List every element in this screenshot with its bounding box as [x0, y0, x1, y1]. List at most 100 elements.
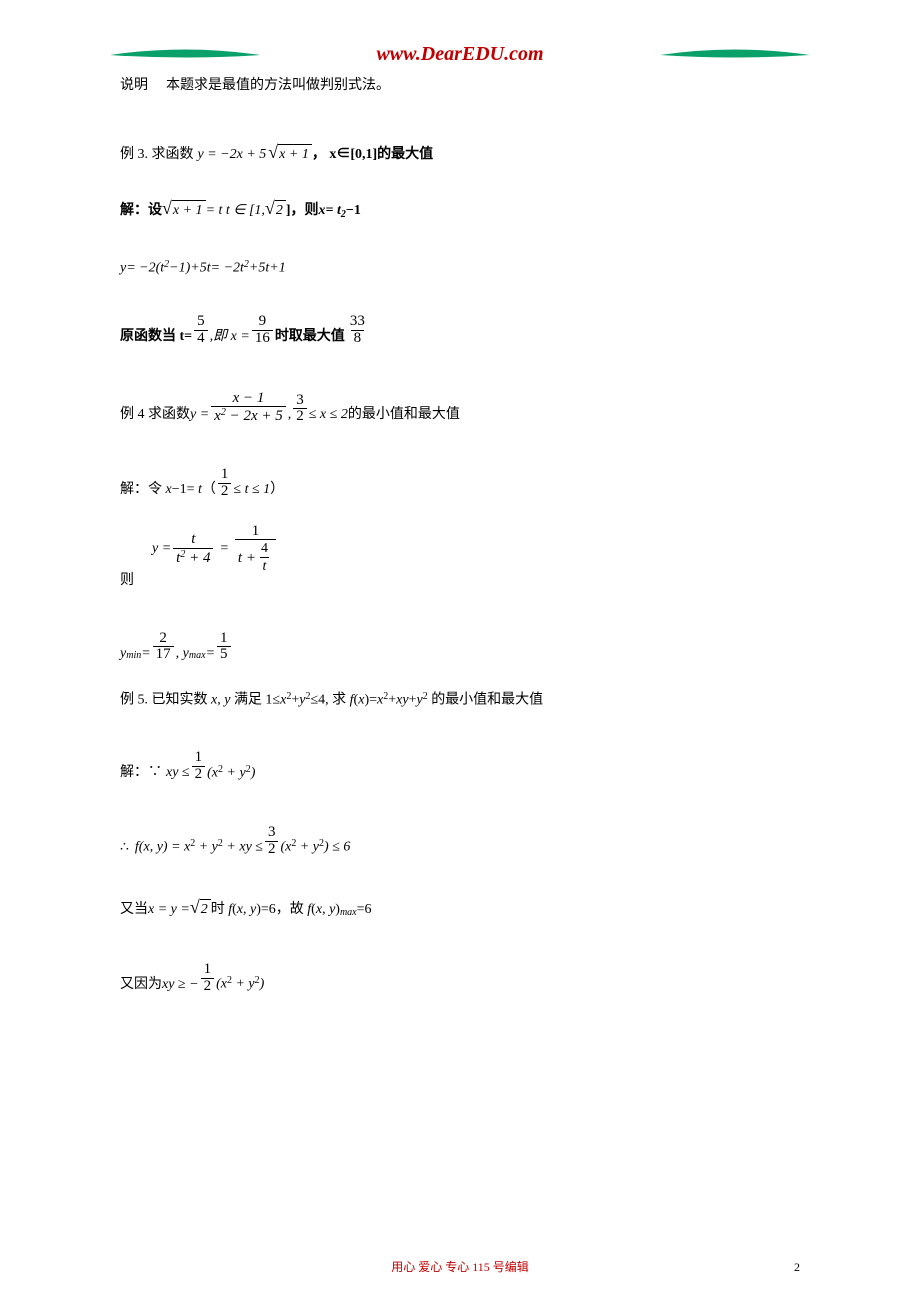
fraction: 1 2 — [192, 750, 206, 783]
banner-swoosh-right — [660, 46, 810, 62]
ex4-yeq: y = — [190, 405, 209, 425]
ex5-s3-pre: 又当 — [120, 900, 148, 920]
frac-den: 17 — [153, 646, 174, 663]
ex4-tail: 的最小值和最大值 — [348, 405, 460, 425]
fraction: t t2 + 4 — [173, 532, 213, 567]
ex4-sol-label: 解：令 x−1= t（ — [120, 480, 216, 500]
ex5-s2-rhs: (x2 + y2) ≤ 6 — [280, 836, 350, 857]
ex3-sqrt-arg: x + 1 — [278, 144, 312, 165]
page-number: 2 — [794, 1259, 800, 1276]
example4-substitution: 解：令 x−1= t（ 1 2 ≤ t ≤ 1 ） — [120, 467, 800, 500]
ex3-sqrt2: x + 1 — [172, 200, 206, 221]
sqrt-arg: 2 — [200, 899, 211, 920]
banner-swoosh-left — [110, 46, 260, 62]
ex5-s3-mid: 时 f(x, y)=6，故 f(x, y) — [211, 900, 340, 920]
comma: , y — [176, 644, 189, 664]
ex5-s1-rhs: (x2 + y2) — [207, 762, 255, 783]
fraction: 9 16 — [252, 314, 273, 347]
example5-step2: ∴ f(x, y) = x2 + y2 + xy ≤ 3 2 (x2 + y2)… — [120, 825, 800, 858]
frac-den: 2 — [201, 978, 215, 995]
frac-den: 2 — [218, 483, 232, 500]
frac-num: 1 — [249, 524, 263, 540]
ex5-s2-lhs: f(x, y) = x2 + y2 + xy ≤ — [135, 836, 263, 857]
frac-num: 1 — [192, 750, 206, 766]
frac-den: 2 — [192, 766, 206, 783]
fraction: 5 4 — [194, 314, 208, 347]
example5-step1: 解：∵ xy ≤ 1 2 (x2 + y2) — [120, 750, 800, 783]
ex4-sol-close: ） — [270, 480, 284, 500]
fraction: 1 2 — [218, 467, 232, 500]
ex5-s4-rhs: (x2 + y2) — [216, 973, 264, 994]
fraction: x − 1 x2 − 2x + 5 — [211, 391, 286, 426]
frac-den: x2 − 2x + 5 — [211, 406, 286, 425]
sqrt-icon: √x + 1 — [162, 200, 206, 221]
example3-result: 原函数当 t= 5 4 ,即 x = 9 16 时取最大值 33 8 — [120, 314, 800, 347]
example4-transform: 则 y = t t2 + 4 = 1 t + 4 t — [120, 540, 800, 591]
sqrt-icon: √2 — [190, 899, 211, 920]
frac-num: 33 — [347, 314, 368, 330]
ex3-sol-label: 解：设 — [120, 201, 162, 221]
sub-max: max — [340, 906, 357, 920]
frac-num: 1 — [201, 962, 215, 978]
example5-step4: 又因为 xy ≥ − 1 2 (x2 + y2) — [120, 962, 800, 995]
ex3-yeq: y = −2x + 5 — [198, 145, 267, 165]
note-text: 本题求是最值的方法叫做判别式法。 — [166, 76, 390, 96]
fraction: 33 8 — [347, 314, 368, 347]
fraction: 3 2 — [265, 825, 279, 858]
ex5-text: 例 5. 已知实数 x, y 满足 1≤x2+y2≤4, 求 f(x)=x2+x… — [120, 689, 543, 710]
ex3-cond: ， x∈[0,1]的最大值 — [312, 145, 433, 165]
example5-statement: 例 5. 已知实数 x, y 满足 1≤x2+y2≤4, 求 f(x)=x2+x… — [120, 689, 800, 710]
ex4-cond: ≤ x ≤ 2 — [309, 405, 348, 425]
footer-text: 用心 爱心 专心 115 号编辑 — [0, 1259, 920, 1276]
frac-den: 2 — [293, 408, 307, 425]
ex4-y-yeq: y = — [152, 539, 171, 559]
ex5-s1-lhs: xy ≤ — [166, 763, 190, 783]
example4-result: ymin = 2 17 , ymax = 1 5 — [120, 631, 800, 664]
frac-den: 5 — [217, 646, 231, 663]
nested-fraction: 1 t + 4 t — [235, 524, 276, 575]
ex4-y-pre: 则 — [120, 571, 134, 591]
fraction: 1 2 — [201, 962, 215, 995]
eq2: = — [206, 644, 215, 664]
sqrt-icon: √x + 1 — [268, 144, 312, 165]
frac-den: 8 — [351, 330, 365, 347]
frac-num: 2 — [156, 631, 170, 647]
example3-expansion: y= −2(t2−1)+5t= −2t2+5t+1 — [120, 257, 800, 278]
frac-num: 1 — [218, 467, 232, 483]
ex5-s3-xy: x = y = — [148, 900, 190, 920]
frac-den: t + 4 t — [235, 539, 276, 574]
frac-num: 1 — [217, 631, 231, 647]
note-label: 说明 — [120, 76, 148, 96]
ex3-close: ]，则 — [286, 201, 319, 221]
fraction: 3 2 — [293, 393, 307, 426]
example4-statement: 例 4 求函数 y = x − 1 x2 − 2x + 5 , 3 2 ≤ x … — [120, 391, 800, 426]
ex4-y-eq: = — [219, 539, 228, 559]
fraction: 4 t — [258, 542, 271, 574]
frac-num: x − 1 — [230, 391, 268, 407]
banner-url: www.DearEDU.com — [376, 40, 543, 68]
frac-den: t — [260, 557, 270, 575]
ex3-eq-t: = t t ∈ [1, — [206, 201, 265, 221]
ex3-res-mid: ,即 x = — [210, 327, 250, 347]
ex5-s3-tail: =6 — [357, 900, 372, 920]
max-sub: max — [189, 649, 206, 663]
frac-num: 4 — [258, 542, 271, 557]
frac-num: t — [188, 532, 198, 548]
ex3-prefix: 例 3. 求函数 — [120, 145, 194, 165]
example5-step3: 又当 x = y = √2 时 f(x, y)=6，故 f(x, y)max =… — [120, 899, 800, 920]
ex5-s1-label: 解：∵ — [120, 763, 162, 783]
ex5-s2-pre: ∴ — [120, 838, 129, 858]
note-line: 说明 本题求是最值的方法叫做判别式法。 — [120, 76, 800, 96]
frac-den: 2 — [265, 841, 279, 858]
ex3-res-pre: 原函数当 t= — [120, 327, 192, 347]
ex3-xeq: x= t — [319, 201, 341, 221]
ex5-s4-pre: 又因为 — [120, 975, 162, 995]
frac-den: t2 + 4 — [173, 548, 213, 567]
frac-num: 9 — [256, 314, 270, 330]
frac-den: 4 — [194, 330, 208, 347]
frac-num: 3 — [293, 393, 307, 409]
fraction: 2 17 — [153, 631, 174, 664]
ex4-prefix: 例 4 求函数 — [120, 405, 190, 425]
ex4-sol-mid: ≤ t ≤ 1 — [233, 480, 270, 500]
ex4-comma: , — [288, 405, 292, 425]
